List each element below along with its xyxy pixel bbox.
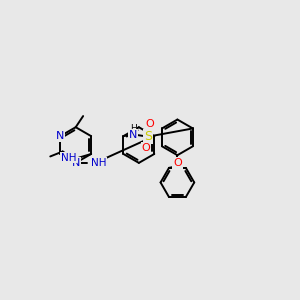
- Text: NH: NH: [91, 158, 106, 168]
- Text: N: N: [71, 158, 80, 168]
- Text: N: N: [56, 131, 64, 141]
- Text: O: O: [173, 158, 182, 168]
- Text: NH: NH: [61, 153, 76, 163]
- Text: O: O: [141, 143, 150, 153]
- Text: S: S: [144, 130, 152, 142]
- Text: N: N: [128, 130, 137, 140]
- Text: O: O: [145, 119, 154, 130]
- Text: H: H: [130, 124, 137, 133]
